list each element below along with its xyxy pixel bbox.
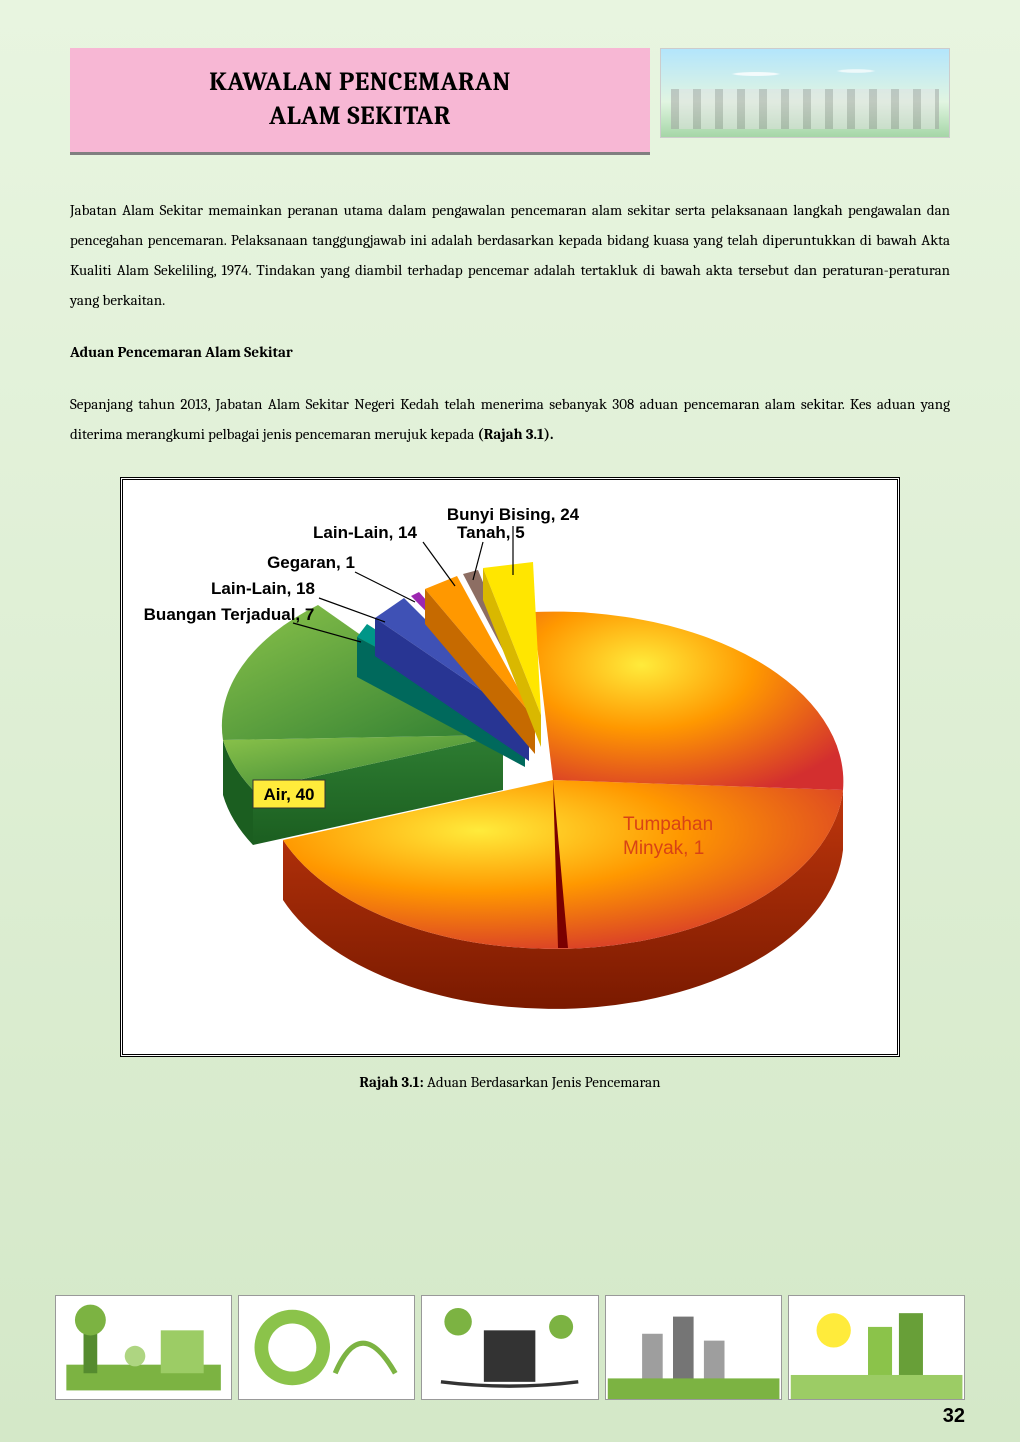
section-subhead: Aduan Pencemaran Alam Sekitar [70, 343, 950, 361]
slice-label-gegaran: Gegaran, 1 [267, 553, 355, 572]
footer-img-3 [421, 1295, 598, 1400]
caption-rest: Aduan Berdasarkan Jenis Pencemaran [424, 1073, 661, 1091]
footer-image-strip [55, 1295, 965, 1400]
footer-img-5 [788, 1295, 965, 1400]
pie-chart-frame: Bunyi Bising, 24 Lain-Lain, 14 Tanah, 5 … [120, 477, 900, 1057]
chart-caption: Rajah 3.1: Aduan Berdasarkan Jenis Pence… [70, 1073, 950, 1091]
second-paragraph: Sepanjang tahun 2013, Jabatan Alam Sekit… [70, 389, 950, 449]
caption-bold: Rajah 3.1: [359, 1073, 423, 1091]
slice-label-buangan: Buangan Terjadual, 7 [144, 605, 315, 624]
slice-label-bunyi: Bunyi Bising, 24 [447, 505, 580, 524]
slice-label-tumpahan1: Tumpahan [623, 814, 713, 835]
slice-label-tanah: Tanah, 5 [457, 523, 525, 542]
p2-ref: (Rajah 3.1). [478, 425, 554, 443]
footer-img-1 [55, 1295, 232, 1400]
title-box: KAWALAN PENCEMARAN ALAM SEKITAR [70, 48, 650, 155]
footer-img-2 [238, 1295, 415, 1400]
footer-img-4 [605, 1295, 782, 1400]
page-number: 32 [943, 1405, 965, 1428]
slice-label-lain14: Lain-Lain, 14 [313, 523, 417, 542]
title-line2: ALAM SEKITAR [269, 101, 451, 131]
slice-label-lain18: Lain-Lain, 18 [211, 579, 315, 598]
header-illustration [660, 48, 950, 138]
title-line1: KAWALAN PENCEMARAN [209, 67, 511, 97]
header-row: KAWALAN PENCEMARAN ALAM SEKITAR [70, 48, 950, 155]
intro-paragraph: Jabatan Alam Sekitar memainkan peranan u… [70, 195, 950, 315]
pie-chart: Bunyi Bising, 24 Lain-Lain, 14 Tanah, 5 … [123, 480, 897, 1054]
page-title: KAWALAN PENCEMARAN ALAM SEKITAR [209, 66, 511, 134]
slice-label-tumpahan2: Minyak, 1 [623, 838, 704, 859]
slice-label-air: Air, 40 [263, 785, 314, 804]
